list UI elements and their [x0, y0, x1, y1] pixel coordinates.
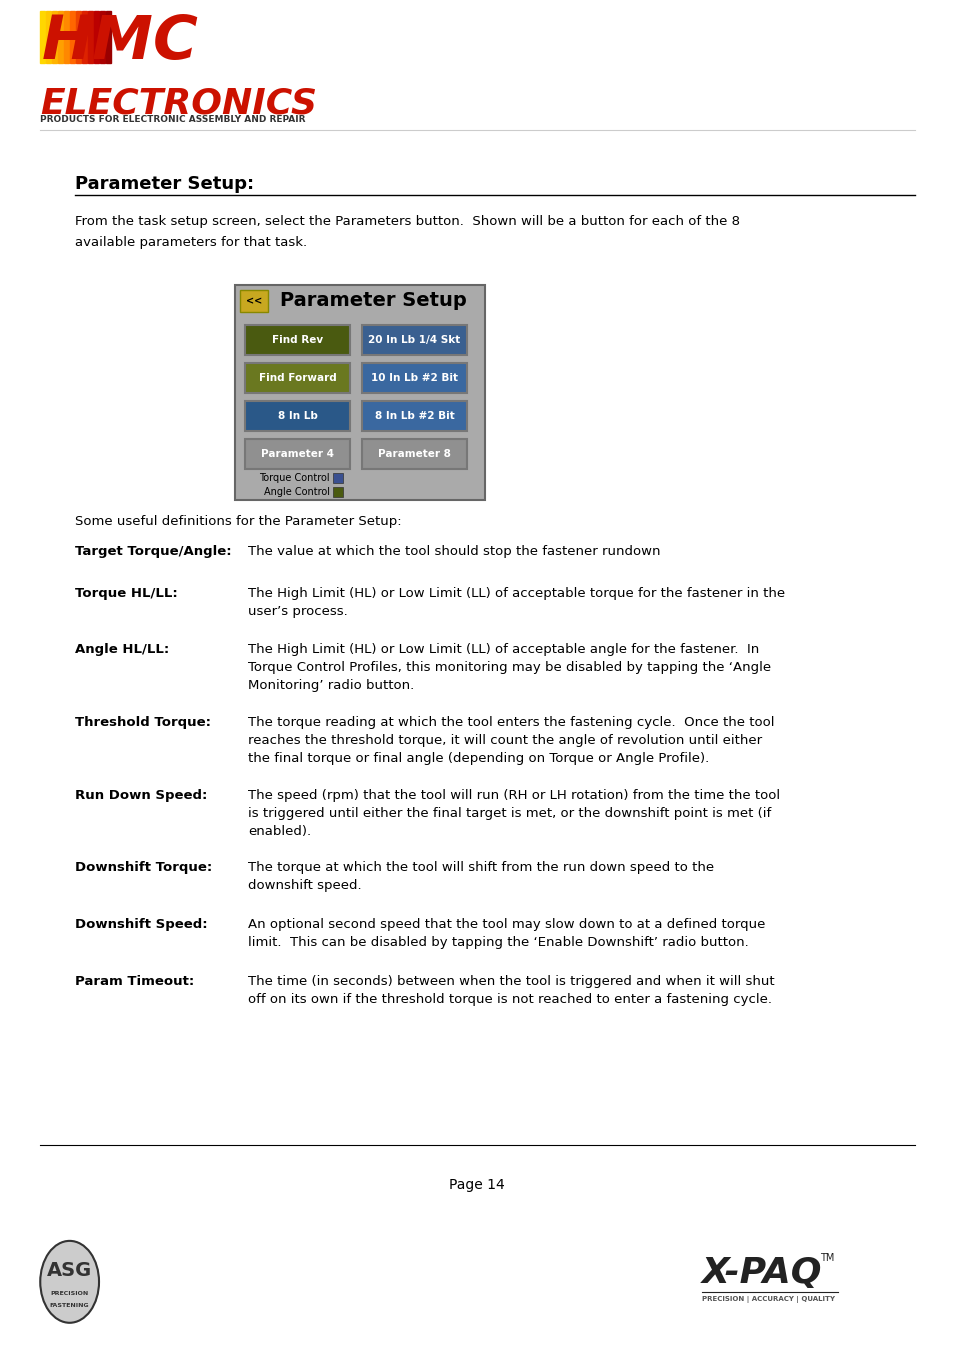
Bar — [40, 11, 45, 63]
Bar — [106, 11, 112, 63]
Bar — [64, 11, 69, 63]
Bar — [333, 487, 343, 497]
Text: Parameter Setup:: Parameter Setup: — [75, 176, 253, 193]
Text: FASTENING: FASTENING — [50, 1303, 90, 1308]
Text: Torque HL/LL:: Torque HL/LL: — [75, 586, 177, 599]
Text: PRECISION: PRECISION — [51, 1291, 89, 1296]
Text: Angle HL/LL:: Angle HL/LL: — [75, 644, 169, 656]
Text: Torque Control: Torque Control — [259, 472, 330, 483]
Bar — [46, 11, 51, 63]
Text: TM: TM — [820, 1253, 834, 1262]
Text: Downshift Torque:: Downshift Torque: — [75, 861, 212, 873]
Text: PRECISION | ACCURACY | QUALITY: PRECISION | ACCURACY | QUALITY — [700, 1296, 834, 1303]
Text: Page 14: Page 14 — [449, 1179, 504, 1192]
Text: The torque at which the tool will shift from the run down speed to the
downshift: The torque at which the tool will shift … — [248, 861, 714, 892]
Text: Parameter 8: Parameter 8 — [377, 450, 451, 459]
Bar — [52, 11, 57, 63]
Text: Run Down Speed:: Run Down Speed: — [75, 788, 207, 802]
Text: Find Forward: Find Forward — [258, 373, 336, 383]
Bar — [245, 439, 350, 468]
Text: The High Limit (HL) or Low Limit (LL) of acceptable torque for the fastener in t: The High Limit (HL) or Low Limit (LL) of… — [248, 586, 784, 617]
Bar — [361, 363, 467, 393]
Bar — [245, 363, 350, 393]
Text: Threshold Torque:: Threshold Torque: — [75, 716, 211, 729]
Text: ELECTRONICS: ELECTRONICS — [40, 86, 316, 122]
Text: The time (in seconds) between when the tool is triggered and when it will shut
o: The time (in seconds) between when the t… — [248, 975, 774, 1006]
Text: 10 In Lb #2 Bit: 10 In Lb #2 Bit — [371, 373, 457, 383]
Bar — [333, 472, 343, 483]
Text: Param Timeout:: Param Timeout: — [75, 975, 194, 988]
Text: The torque reading at which the tool enters the fastening cycle.  Once the tool
: The torque reading at which the tool ent… — [248, 716, 774, 765]
Text: Parameter 4: Parameter 4 — [261, 450, 334, 459]
Bar — [234, 285, 484, 500]
Circle shape — [40, 1241, 99, 1323]
Bar — [58, 11, 63, 63]
Text: Some useful definitions for the Parameter Setup:: Some useful definitions for the Paramete… — [75, 514, 401, 528]
Text: PRODUCTS FOR ELECTRONIC ASSEMBLY AND REPAIR: PRODUCTS FOR ELECTRONIC ASSEMBLY AND REP… — [40, 115, 305, 124]
Text: From the task setup screen, select the Parameters button.  Shown will be a butto: From the task setup screen, select the P… — [75, 215, 740, 248]
Text: The speed (rpm) that the tool will run (RH or LH rotation) from the time the too: The speed (rpm) that the tool will run (… — [248, 788, 780, 837]
Text: The High Limit (HL) or Low Limit (LL) of acceptable angle for the fastener.  In
: The High Limit (HL) or Low Limit (LL) of… — [248, 644, 770, 693]
Text: Downshift Speed:: Downshift Speed: — [75, 918, 208, 932]
Bar — [82, 11, 87, 63]
Bar — [361, 325, 467, 355]
Bar — [361, 401, 467, 431]
Bar — [100, 11, 105, 63]
Text: <<: << — [246, 296, 262, 306]
Text: 20 In Lb 1/4 Skt: 20 In Lb 1/4 Skt — [368, 335, 460, 346]
Text: 8 In Lb #2 Bit: 8 In Lb #2 Bit — [375, 410, 454, 421]
Text: Find Rev: Find Rev — [272, 335, 323, 346]
Text: HMC: HMC — [42, 14, 199, 72]
Bar — [245, 325, 350, 355]
Bar — [94, 11, 99, 63]
Bar — [361, 439, 467, 468]
Bar — [76, 11, 81, 63]
Bar — [71, 11, 75, 63]
Text: An optional second speed that the tool may slow down to at a defined torque
limi: An optional second speed that the tool m… — [248, 918, 764, 949]
Text: X-PAQ: X-PAQ — [700, 1257, 821, 1291]
Text: Parameter Setup: Parameter Setup — [280, 292, 466, 311]
Bar — [245, 401, 350, 431]
Text: ASG: ASG — [47, 1261, 92, 1280]
Text: 8 In Lb: 8 In Lb — [277, 410, 317, 421]
Bar — [88, 11, 93, 63]
Bar — [240, 290, 268, 312]
Text: The value at which the tool should stop the fastener rundown: The value at which the tool should stop … — [248, 545, 659, 558]
Text: Angle Control: Angle Control — [264, 487, 330, 497]
Text: Target Torque/Angle:: Target Torque/Angle: — [75, 545, 232, 558]
